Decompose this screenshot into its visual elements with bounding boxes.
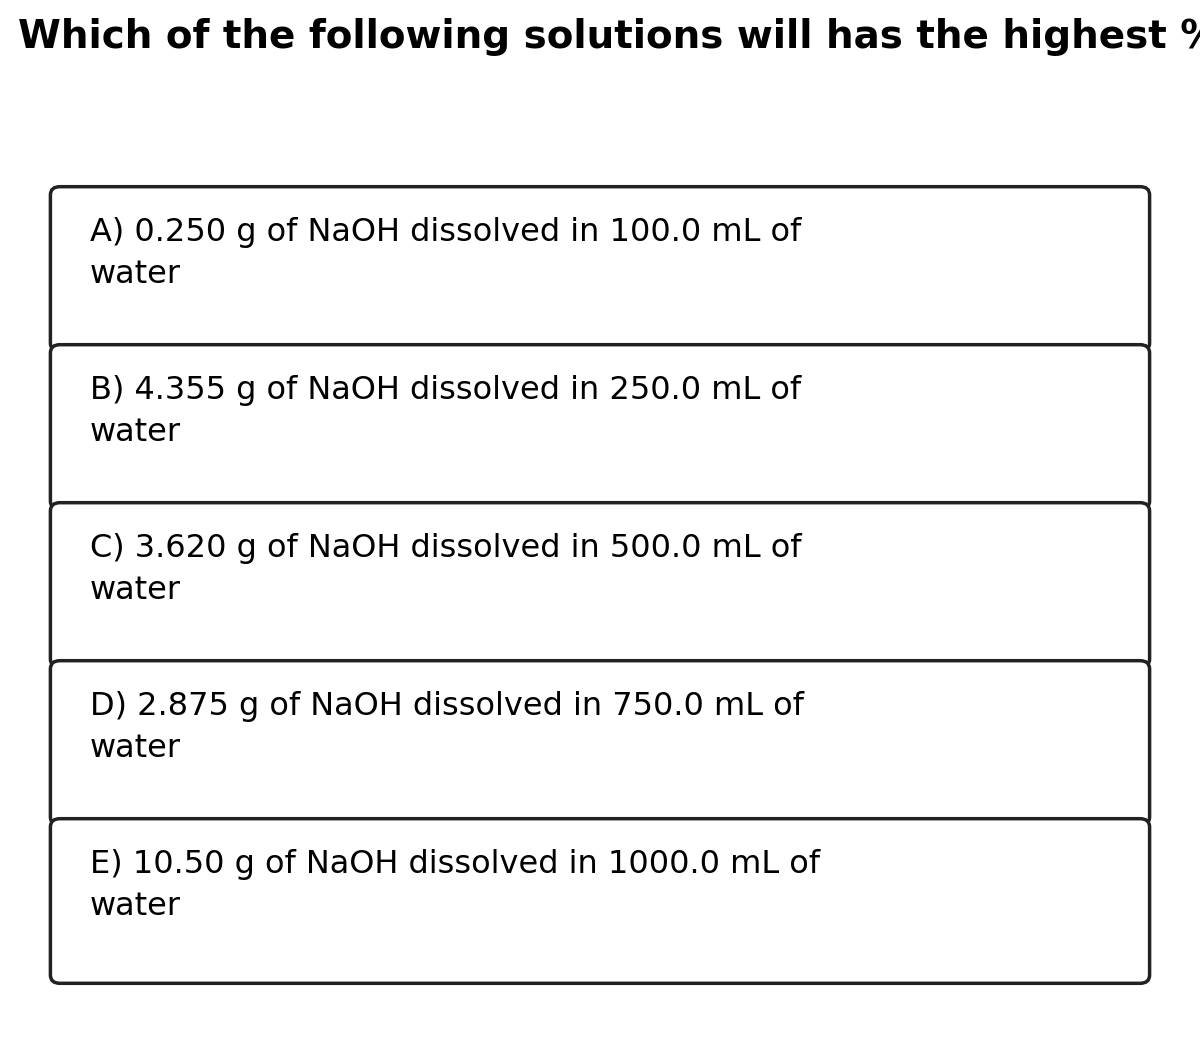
Text: Which of the following solutions will has the highest % (m/v)?: Which of the following solutions will ha…	[18, 18, 1200, 56]
FancyBboxPatch shape	[50, 819, 1150, 983]
FancyBboxPatch shape	[50, 187, 1150, 351]
Text: A) 0.250 g of NaOH dissolved in 100.0 mL of
water: A) 0.250 g of NaOH dissolved in 100.0 mL…	[90, 217, 802, 290]
Text: D) 2.875 g of NaOH dissolved in 750.0 mL of
water: D) 2.875 g of NaOH dissolved in 750.0 mL…	[90, 691, 804, 764]
Text: C) 3.620 g of NaOH dissolved in 500.0 mL of
water: C) 3.620 g of NaOH dissolved in 500.0 mL…	[90, 533, 802, 606]
Text: E) 10.50 g of NaOH dissolved in 1000.0 mL of
water: E) 10.50 g of NaOH dissolved in 1000.0 m…	[90, 849, 820, 922]
FancyBboxPatch shape	[50, 661, 1150, 825]
Text: B) 4.355 g of NaOH dissolved in 250.0 mL of
water: B) 4.355 g of NaOH dissolved in 250.0 mL…	[90, 375, 802, 448]
FancyBboxPatch shape	[50, 345, 1150, 509]
FancyBboxPatch shape	[50, 503, 1150, 667]
